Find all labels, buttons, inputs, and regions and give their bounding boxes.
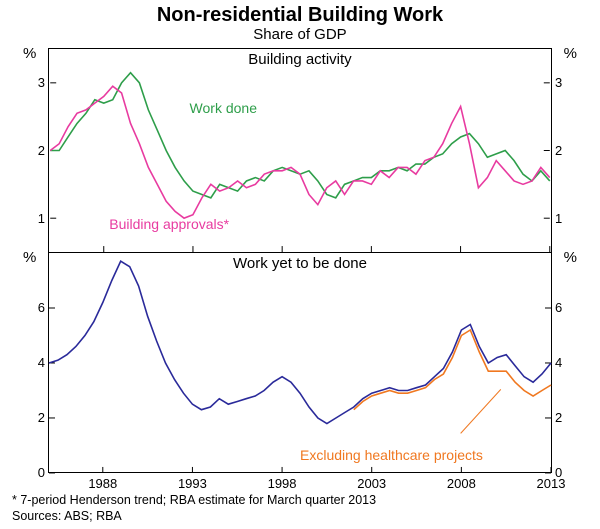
y-tick-label: 2 — [555, 410, 595, 425]
x-tick-label: 2003 — [352, 476, 392, 491]
footnote: * 7-period Henderson trend; RBA estimate… — [12, 493, 376, 507]
pct-label-left: % — [23, 45, 36, 62]
pct-label-left: % — [23, 249, 36, 266]
x-tick-label: 1998 — [262, 476, 302, 491]
y-tick-label: 4 — [555, 355, 595, 370]
plot-area: Building activity 112233%%Work doneBuild… — [48, 48, 552, 473]
panel-work-yet: Work yet to be done 00224466%%1988199319… — [49, 253, 551, 473]
y-tick-label: 3 — [5, 75, 45, 90]
y-tick-label: 2 — [555, 143, 595, 158]
panel-building-activity: Building activity 112233%%Work doneBuild… — [49, 49, 551, 253]
pct-label-right: % — [564, 45, 577, 62]
series-label-excl_health: Excluding healthcare projects — [300, 447, 483, 463]
y-tick-label: 2 — [5, 143, 45, 158]
y-tick-label: 6 — [555, 300, 595, 315]
x-tick-label: 1988 — [83, 476, 123, 491]
y-tick-label: 3 — [555, 75, 595, 90]
chart-container: Non-residential Building Work Share of G… — [0, 0, 600, 529]
series-work_done — [50, 73, 550, 198]
x-tick-label: 2008 — [441, 476, 481, 491]
y-tick-label: 2 — [5, 410, 45, 425]
chart-subtitle: Share of GDP — [0, 26, 600, 43]
series-label-approvals: Building approvals* — [109, 216, 229, 232]
y-tick-label: 0 — [5, 465, 45, 480]
series-label-work_done: Work done — [190, 100, 257, 116]
y-tick-label: 1 — [5, 211, 45, 226]
x-tick-label: 2013 — [531, 476, 571, 491]
y-tick-label: 6 — [5, 300, 45, 315]
y-tick-label: 4 — [5, 355, 45, 370]
panel-bottom-svg — [49, 253, 551, 473]
pct-label-right: % — [564, 249, 577, 266]
x-tick-label: 1993 — [172, 476, 212, 491]
panel-top-title: Building activity — [49, 51, 551, 68]
sources: Sources: ABS; RBA — [12, 509, 122, 523]
series-approvals — [50, 86, 550, 218]
chart-title: Non-residential Building Work — [0, 0, 600, 27]
panel-bottom-title: Work yet to be done — [49, 255, 551, 272]
y-tick-label: 1 — [555, 211, 595, 226]
series-excl_health — [354, 330, 551, 410]
